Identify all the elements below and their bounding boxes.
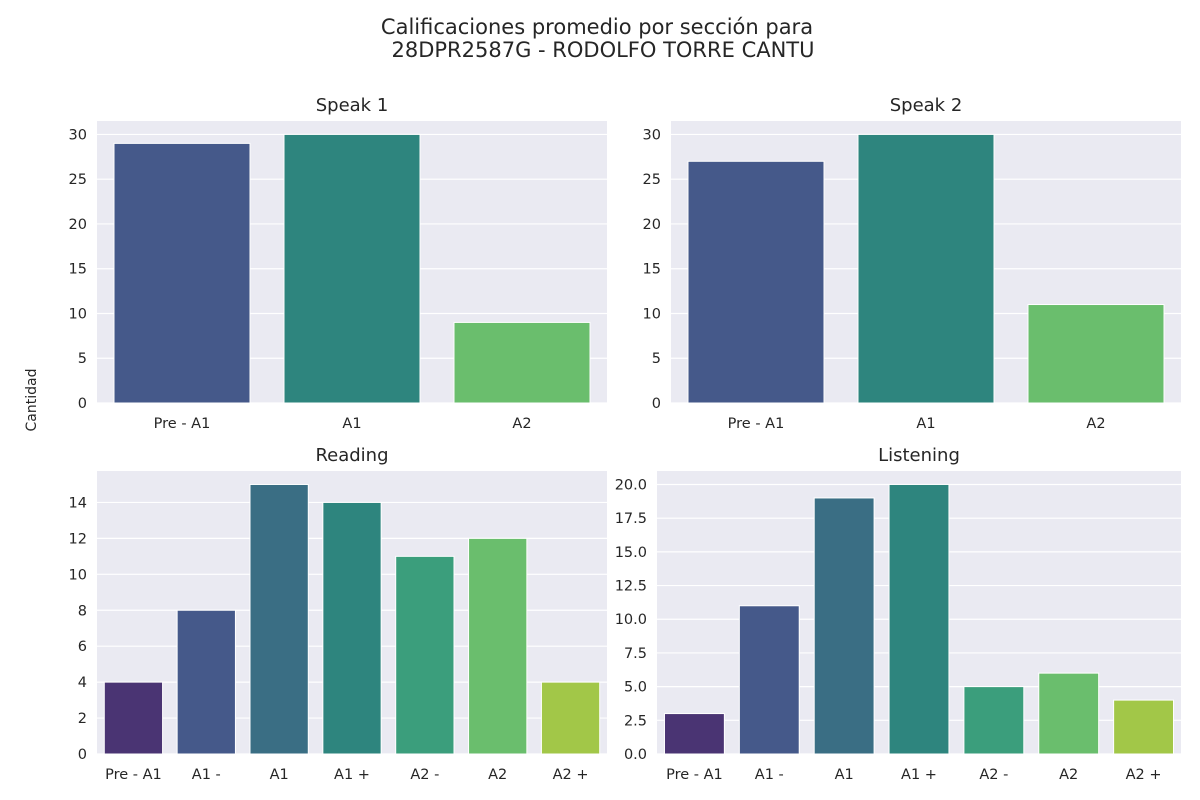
x-tick-label: A2 xyxy=(488,767,507,783)
x-tick-label: A2 xyxy=(1086,416,1105,432)
y-tick-label: 14 xyxy=(69,495,87,511)
x-tick-label: A2 xyxy=(512,416,531,432)
y-tick-label: 0.0 xyxy=(624,747,647,763)
x-tick-label: A1 xyxy=(342,416,361,432)
y-tick-label: 5.0 xyxy=(624,680,647,696)
x-tick-label: A1 xyxy=(835,767,854,783)
bar-a2 xyxy=(468,537,528,755)
y-tick-label: 0 xyxy=(78,396,87,412)
y-tick-label: 20 xyxy=(69,217,87,233)
y-tick-label: 7.5 xyxy=(624,646,647,662)
y-tick-label: 5 xyxy=(652,351,661,367)
bar-pre-a1 xyxy=(687,160,825,404)
subplot-title: Speak 2 xyxy=(890,95,963,116)
bar-pre-a1 xyxy=(103,681,164,755)
y-tick-label: 15.0 xyxy=(615,545,647,561)
subplot-title: Reading xyxy=(315,445,388,466)
bar-pre-a1 xyxy=(113,142,251,404)
x-tick-label: A2 - xyxy=(410,767,439,783)
bar-a1 xyxy=(283,133,421,404)
y-tick-label: 2 xyxy=(78,711,87,727)
y-tick-label: 0 xyxy=(652,396,661,412)
bar-a2 xyxy=(540,681,601,755)
y-tick-label: 20.0 xyxy=(615,477,647,493)
x-tick-label: A2 + xyxy=(553,767,589,783)
y-tick-label: 2.5 xyxy=(624,713,647,729)
bar-a2 xyxy=(1113,699,1175,755)
x-tick-label: A1 + xyxy=(334,767,370,783)
bar-a1 xyxy=(857,133,995,404)
bar-a2 xyxy=(453,321,591,404)
x-tick-label: Pre - A1 xyxy=(666,767,723,783)
y-tick-label: 4 xyxy=(78,675,87,691)
x-tick-label: A1 - xyxy=(755,767,784,783)
y-tick-label: 25 xyxy=(643,172,661,188)
figure-title-line-1: Calificaciones promedio por sección para xyxy=(381,15,813,39)
subplot-reading: 0 2 4 6 8 10 12 14 Pre - A1 A1 - A1 A1 + A2 - A2 A2 + R… xyxy=(69,445,607,783)
y-tick-label: 6 xyxy=(78,639,87,655)
y-tick-label: 10 xyxy=(69,567,87,583)
y-tick-label: 15 xyxy=(69,262,87,278)
x-tick-label: A1 - xyxy=(192,767,221,783)
bar-a1 xyxy=(888,483,950,755)
x-tick-label: A1 + xyxy=(901,767,937,783)
y-tick-label: 12 xyxy=(69,531,87,547)
y-tick-label: 0 xyxy=(78,747,87,763)
bar-a1 xyxy=(249,483,309,755)
y-tick-label: 30 xyxy=(69,127,87,143)
subplot-speak-2: 0 5 10 15 20 25 30 Pre - A1 A1 A2 Speak 2 xyxy=(643,95,1181,432)
x-tick-label: A2 xyxy=(1059,767,1078,783)
x-tick-label: Pre - A1 xyxy=(154,416,211,432)
bar-a2 xyxy=(1038,672,1100,755)
y-tick-label: 25 xyxy=(69,172,87,188)
y-tick-label: 15 xyxy=(643,262,661,278)
subplot-speak-1: 0 5 10 15 20 25 30 Pre - A1 A1 A2 Speak 1 xyxy=(69,95,607,432)
y-tick-label: 10.0 xyxy=(615,612,647,628)
y-tick-label: 30 xyxy=(643,127,661,143)
bar-a1 xyxy=(738,605,800,755)
bar-a2 xyxy=(395,555,455,755)
y-tick-label: 5 xyxy=(78,351,87,367)
x-tick-label: A1 xyxy=(270,767,289,783)
subplot-title: Speak 1 xyxy=(316,95,389,116)
bar-a1 xyxy=(322,501,382,755)
y-axis-label: Cantidad xyxy=(24,369,40,432)
x-tick-label: Pre - A1 xyxy=(728,416,785,432)
y-tick-label: 10 xyxy=(69,306,87,322)
subplot-listening: 0.0 2.5 5.0 7.5 10.0 12.5 15.0 17.5 20.0 Pre - A1… xyxy=(615,445,1181,783)
bar-a2 xyxy=(1027,304,1165,404)
y-tick-label: 17.5 xyxy=(615,511,647,527)
bar-a1 xyxy=(176,609,236,755)
bar-pre-a1 xyxy=(663,713,725,755)
figure-title-line-2: 28DPR2587G - RODOLFO TORRE CANTU xyxy=(391,38,814,62)
y-tick-label: 20 xyxy=(643,217,661,233)
subplot-title: Listening xyxy=(878,445,960,466)
y-tick-label: 8 xyxy=(78,603,87,619)
y-tick-label: 12.5 xyxy=(615,579,647,595)
x-tick-label: A2 - xyxy=(979,767,1008,783)
x-tick-label: A2 + xyxy=(1126,767,1162,783)
x-tick-label: A1 xyxy=(916,416,935,432)
bar-a2 xyxy=(963,686,1025,755)
y-tick-label: 10 xyxy=(643,306,661,322)
bar-a1 xyxy=(813,497,875,755)
x-tick-label: Pre - A1 xyxy=(105,767,162,783)
